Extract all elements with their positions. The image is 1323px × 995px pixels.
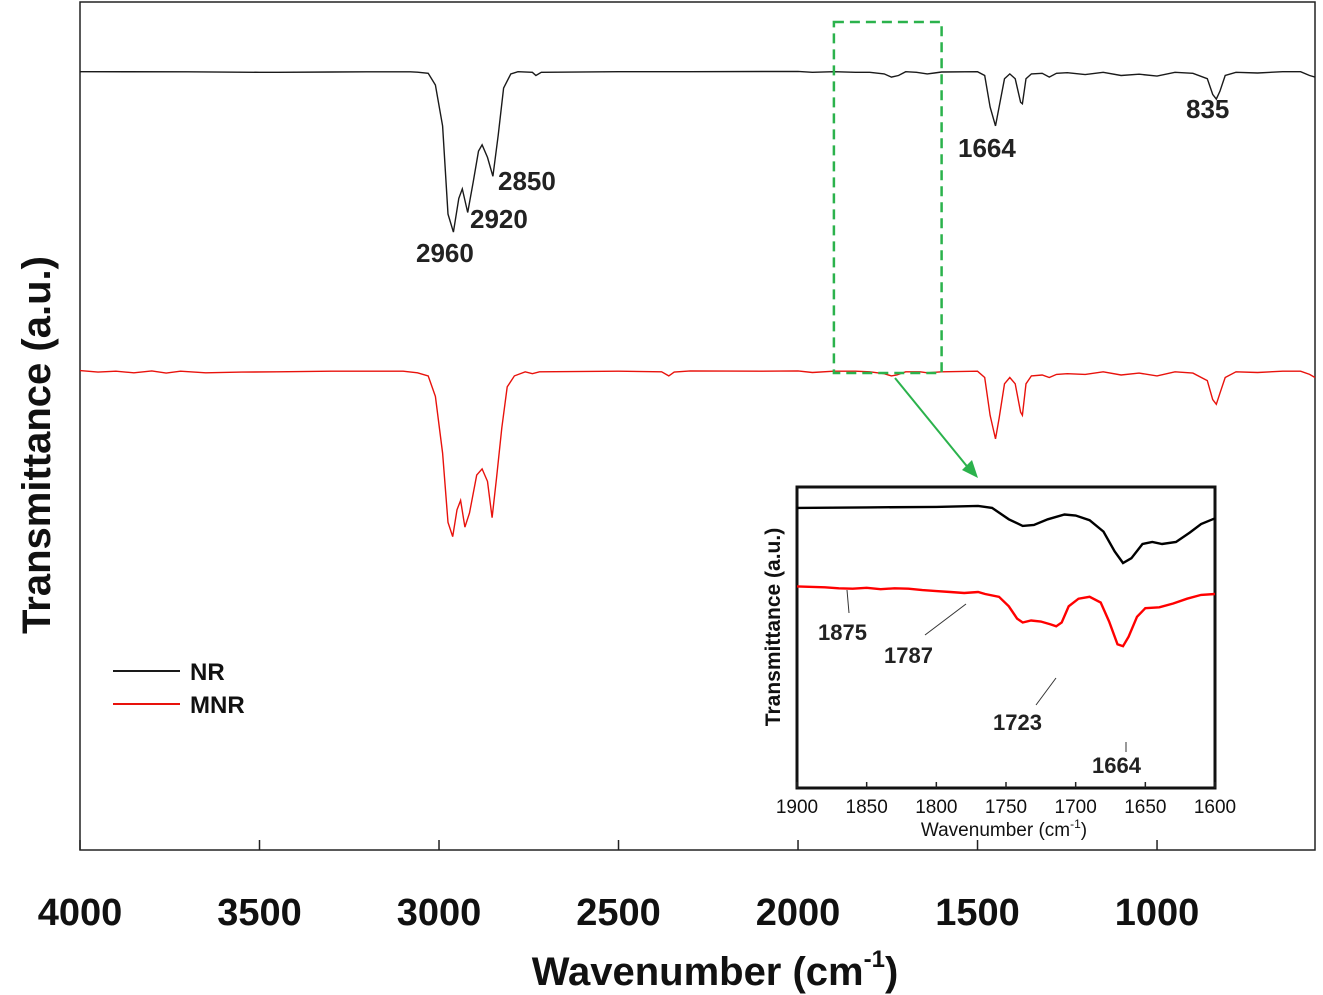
main-x-axis-title: Wavenumber (cm-1) <box>532 946 899 994</box>
main-series-nr <box>79 70 1316 233</box>
main-x-tick-label: 4000 <box>38 892 123 934</box>
inset-x-tick-label: 1700 <box>1055 797 1097 818</box>
legend-label-nr: NR <box>190 659 225 686</box>
leader-1787 <box>924 603 967 636</box>
legend: NR MNR <box>113 659 245 719</box>
main-series-mnr <box>79 369 1316 537</box>
inset-chart: 1900 1850 1800 1750 1700 1650 1600 1875 1787 1… <box>762 485 1236 841</box>
inset-x-axis: 1900 1850 1800 1750 1700 1650 1600 <box>776 782 1236 818</box>
inset-series-group <box>796 504 1216 648</box>
inset-x-axis-title: Wavenumber (cm-1) <box>921 817 1087 841</box>
main-x-tick-label: 1000 <box>1115 892 1200 934</box>
inset-x-tick-label: 1850 <box>846 797 888 818</box>
inset-x-tick-label: 1750 <box>985 797 1027 818</box>
leader-1723 <box>1035 677 1057 706</box>
main-x-tick-label: 3000 <box>397 892 482 934</box>
peak-label-2960: 2960 <box>416 238 474 268</box>
peak-label-835: 835 <box>1186 94 1229 124</box>
inset-x-tick-label: 1600 <box>1194 797 1236 818</box>
inset-x-tick-label: 1650 <box>1124 797 1166 818</box>
peak-label-1664-inset: 1664 <box>1092 753 1142 778</box>
inset-x-tick-label: 1800 <box>915 797 957 818</box>
main-annotations: 2960 2920 2850 1664 835 <box>416 94 1229 268</box>
inset-series-mnr <box>796 585 1216 648</box>
inset-annotations: 1875 1787 1723 1664 <box>818 589 1142 778</box>
peak-label-1875: 1875 <box>818 620 867 645</box>
highlight-arrow <box>894 377 978 478</box>
peak-label-2850: 2850 <box>498 166 556 196</box>
peak-label-2920: 2920 <box>470 204 528 234</box>
peak-label-1723: 1723 <box>993 710 1042 735</box>
main-x-tick-label: 2500 <box>576 892 661 934</box>
legend-label-mnr: MNR <box>190 692 245 719</box>
main-plot-frame <box>79 1 1316 851</box>
main-x-tick-label: 1500 <box>935 892 1020 934</box>
main-x-tick-label: 2000 <box>756 892 841 934</box>
main-x-tick-label: 3500 <box>217 892 302 934</box>
main-x-axis: 4000 3500 3000 2500 2000 1500 1000 <box>38 840 1200 934</box>
inset-series-nr <box>796 504 1216 565</box>
inset-y-axis-title: Transmittance (a.u.) <box>762 528 785 726</box>
highlight-box <box>832 20 943 375</box>
leader-1875 <box>846 589 850 614</box>
main-series-group <box>79 70 1316 537</box>
inset-plot-frame <box>795 485 1217 790</box>
peak-label-1664-main: 1664 <box>958 133 1016 163</box>
main-y-axis-title: Transmittance (a.u.) <box>15 256 59 634</box>
peak-label-1787: 1787 <box>884 643 933 668</box>
inset-x-tick-label: 1900 <box>776 797 818 818</box>
